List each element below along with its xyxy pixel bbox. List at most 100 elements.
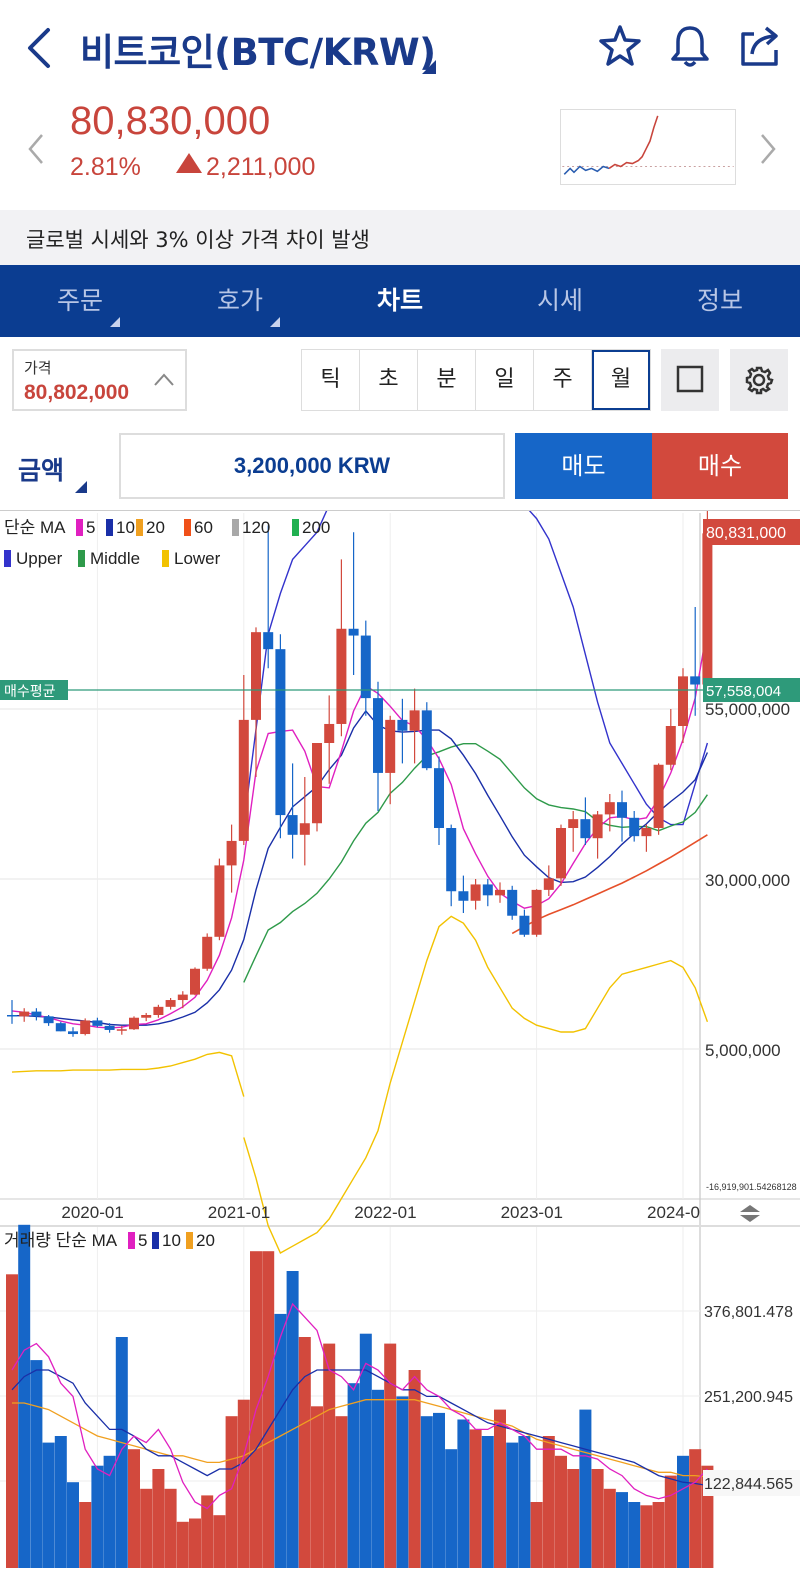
volume-bar <box>189 1518 201 1568</box>
period-second[interactable]: 초 <box>360 350 418 410</box>
volume-bar <box>396 1396 409 1568</box>
candle-body <box>19 1011 30 1017</box>
bell-icon[interactable] <box>668 22 712 70</box>
star-icon[interactable] <box>598 22 642 70</box>
volume-last-tag <box>703 1470 800 1496</box>
candle-body <box>226 840 237 866</box>
current-price-tag <box>703 519 800 545</box>
volume-legend-period: 20 <box>196 1231 215 1250</box>
candle-body <box>251 632 261 720</box>
volume-bar <box>42 1442 55 1568</box>
candle-body <box>116 1029 127 1031</box>
candlestick-chart[interactable]: 매수평균 57,558,00480,831,00055,000,00030,000… <box>0 395 800 1568</box>
period-week[interactable]: 주 <box>534 350 592 410</box>
volume-legend-swatch <box>186 1232 193 1249</box>
share-icon[interactable] <box>738 22 782 70</box>
candle-body <box>617 802 627 818</box>
chart-settings-button[interactable] <box>730 349 788 411</box>
amount-input[interactable]: 3,200,000 KRW <box>119 433 505 499</box>
candle-body <box>275 649 286 816</box>
volume-bar <box>384 1343 397 1568</box>
back-icon[interactable] <box>22 26 58 70</box>
period-tick[interactable]: 틱 <box>302 350 360 410</box>
next-arrow-icon[interactable] <box>758 133 778 165</box>
avg-buy-price-tag <box>703 678 800 702</box>
order-type-select[interactable]: 금액 <box>18 456 65 485</box>
period-month[interactable]: 월 <box>592 350 650 410</box>
candle-body <box>238 719 249 841</box>
volume-bar <box>372 1389 384 1568</box>
tab-bar: 주문 호가 차트 시세 정보 <box>0 265 800 337</box>
candle-body <box>470 884 481 901</box>
mini-chart[interactable] <box>560 109 736 185</box>
candle-body <box>263 632 274 650</box>
title-dropdown-icon[interactable] <box>422 60 436 74</box>
period-minute[interactable]: 분 <box>418 350 476 410</box>
volume-bar <box>518 1436 531 1568</box>
candle-body <box>312 743 322 824</box>
y-tick-label: 5,000,000 <box>705 1041 781 1060</box>
period-day[interactable]: 일 <box>476 350 534 410</box>
ma-legend-period: 20 <box>146 518 165 537</box>
header-bar: 비트코인(BTC/KRW) <box>0 0 800 95</box>
volume-bar <box>652 1502 665 1568</box>
volume-bar <box>591 1469 604 1568</box>
candle-body <box>397 719 408 731</box>
page-title[interactable]: 비트코인(BTC/KRW) <box>80 31 436 74</box>
x-tick-label: 2021-01 <box>208 1203 270 1222</box>
volume-legend-period: 10 <box>162 1231 181 1250</box>
prev-arrow-icon[interactable] <box>26 133 46 165</box>
candle-body <box>348 628 359 636</box>
ma5-line <box>11 627 709 1029</box>
ma-legend-period: 200 <box>302 518 330 537</box>
avg-buy-tag <box>0 680 68 700</box>
volume-bar <box>567 1469 580 1568</box>
volume-bar <box>640 1505 653 1568</box>
bb-lower-early-line <box>11 1051 245 1097</box>
square-icon <box>676 365 704 393</box>
volume-bar <box>433 1412 445 1568</box>
volume-bar <box>335 1416 348 1568</box>
x-tick-label: 2023-01 <box>501 1203 563 1222</box>
sell-button[interactable]: 매도 <box>515 433 652 499</box>
volume-bar <box>481 1436 494 1568</box>
volume-bar <box>555 1455 567 1568</box>
bb-legend-swatch <box>162 550 169 567</box>
candle-body <box>421 710 432 769</box>
tab-quotes[interactable]: 시세 <box>480 265 640 337</box>
tab-chart[interactable]: 차트 <box>320 265 480 337</box>
vol-ma20-line <box>12 1399 708 1478</box>
candle-body <box>129 1017 139 1030</box>
x-tick-label: 2020-01 <box>61 1203 123 1222</box>
tab-orderbook[interactable]: 호가 <box>160 265 320 337</box>
candle-body <box>495 889 505 896</box>
candle-body <box>92 1020 103 1026</box>
volume-y-tick-label: 251,200.945 <box>704 1389 793 1406</box>
tab-info[interactable]: 정보 <box>640 265 800 337</box>
ma-legend-period: 60 <box>194 518 213 537</box>
volume-bar <box>79 1502 92 1568</box>
candle-body <box>653 764 664 828</box>
chart-area[interactable]: 매수평균 57,558,004 80,831,000 55,000,000 30,000… <box>0 395 800 1568</box>
gear-icon <box>745 366 774 395</box>
candle-body <box>531 889 542 935</box>
price-selector[interactable]: 가격 80,802,000 <box>12 349 187 411</box>
ma-legend-swatch <box>292 519 299 536</box>
candle-body <box>190 968 200 995</box>
bb-legend-label: Lower <box>174 549 221 568</box>
buy-button[interactable]: 매수 <box>652 433 788 499</box>
volume-bar <box>164 1488 177 1568</box>
layout-button[interactable] <box>661 349 719 411</box>
chevron-up-icon <box>154 373 174 386</box>
notice-text: 글로벌 시세와 3% 이상 가격 차이 발생 <box>26 228 370 252</box>
candle-body <box>360 635 371 699</box>
ma60-line <box>511 834 708 935</box>
up-triangle-icon <box>176 153 202 173</box>
change-percent: 2.81% <box>70 153 141 181</box>
volume-bar <box>530 1502 543 1568</box>
panel-divider <box>0 1225 800 1227</box>
volume-bar <box>457 1419 470 1568</box>
order-type-dropdown-icon[interactable] <box>75 481 87 493</box>
tab-order[interactable]: 주문 <box>0 265 160 337</box>
candle-body <box>165 1000 176 1007</box>
